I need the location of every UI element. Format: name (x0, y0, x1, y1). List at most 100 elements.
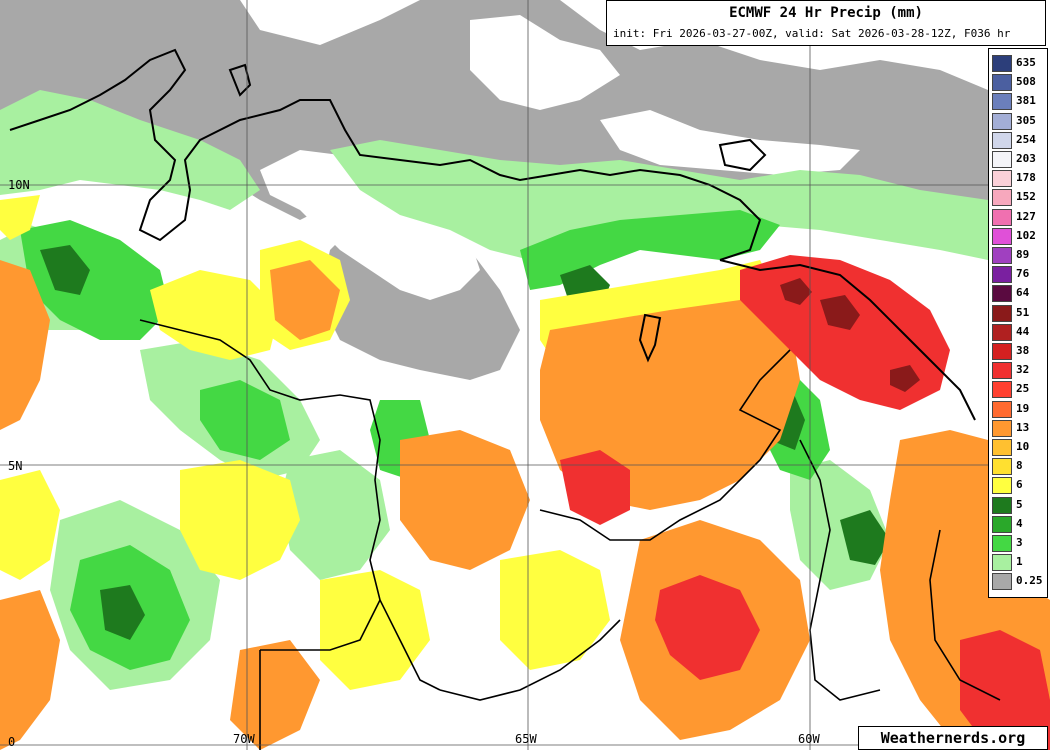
legend-item: 64 (992, 285, 1046, 303)
legend-item: 5 (992, 496, 1046, 514)
legend-item: 381 (992, 93, 1046, 111)
legend-label: 254 (1016, 132, 1036, 146)
legend-label: 152 (1016, 190, 1036, 204)
legend-item: 89 (992, 247, 1046, 264)
legend-swatch (992, 439, 1012, 456)
legend-item: 32 (992, 362, 1046, 380)
legend-item: 6 (992, 477, 1046, 495)
legend-item: 508 (992, 74, 1046, 92)
legend-swatch (992, 419, 1012, 437)
legend-swatch (992, 362, 1012, 380)
legend-label: 89 (1016, 248, 1030, 261)
legend-swatch (992, 477, 1012, 495)
legend-label: 508 (1016, 75, 1036, 89)
legend-label: 127 (1016, 209, 1036, 223)
legend-swatch (992, 208, 1012, 226)
legend-item: 19 (992, 400, 1046, 418)
legend-label: 178 (1016, 171, 1036, 185)
legend-label: 64 (1016, 286, 1030, 300)
legend-swatch (992, 458, 1012, 476)
legend-item: 25 (992, 381, 1046, 399)
legend-label: 19 (1016, 401, 1030, 415)
legend-label: 0.25 (1016, 574, 1043, 588)
brand-watermark: Weathernerds.org (858, 726, 1048, 750)
lon-label-70w: 70W (233, 732, 255, 746)
legend-label: 4 (1016, 516, 1023, 530)
legend-label: 635 (1016, 56, 1036, 69)
legend-swatch (992, 535, 1012, 552)
legend-item: 203 (992, 151, 1046, 168)
legend-swatch (992, 554, 1012, 572)
legend-swatch (992, 323, 1012, 341)
legend-swatch (992, 247, 1012, 264)
color-legend: 635 508 381 305 254 203 178 152 127 102 89 76 64 51 44… (988, 48, 1048, 598)
legend-item: 305 (992, 112, 1046, 130)
legend-label: 76 (1016, 267, 1030, 281)
legend-label: 44 (1016, 324, 1030, 338)
map-title: ECMWF 24 Hr Precip (mm) (729, 5, 923, 21)
graticule (0, 0, 988, 750)
legend-item: 254 (992, 131, 1046, 149)
legend-swatch (992, 227, 1012, 245)
legend-swatch (992, 496, 1012, 514)
legend-label: 25 (1016, 382, 1030, 396)
legend-label: 203 (1016, 152, 1036, 165)
legend-label: 10 (1016, 440, 1030, 453)
legend-swatch (992, 400, 1012, 418)
legend-item: 635 (992, 55, 1046, 72)
legend-swatch (992, 304, 1012, 322)
legend-item: 127 (992, 208, 1046, 226)
legend-label: 102 (1016, 228, 1036, 242)
legend-swatch (992, 381, 1012, 399)
legend-swatch (992, 112, 1012, 130)
legend-item: 44 (992, 323, 1046, 341)
legend-swatch (992, 151, 1012, 168)
lat-label-0: 0 (8, 735, 16, 749)
map-subtitle: init: Fri 2026-03-27-00Z, valid: Sat 202… (613, 27, 1011, 40)
legend-swatch (992, 170, 1012, 188)
legend-label: 381 (1016, 94, 1036, 108)
legend-item: 8 (992, 458, 1046, 476)
legend-label: 38 (1016, 344, 1030, 357)
legend-label: 13 (1016, 420, 1030, 434)
legend-item: 0.25 (992, 573, 1046, 591)
lat-label-5n: 5N (8, 459, 23, 473)
coastlines (9, 48, 976, 421)
legend-item: 13 (992, 419, 1046, 437)
legend-swatch (992, 55, 1012, 72)
title-box: ECMWF 24 Hr Precip (mm) init: Fri 2026-0… (606, 0, 1046, 46)
lat-label-10n: 10N (8, 178, 30, 192)
legend-swatch (992, 285, 1012, 303)
legend-swatch (992, 131, 1012, 149)
lon-label-65w: 65W (515, 732, 537, 746)
legend-item: 152 (992, 189, 1046, 207)
legend-swatch (992, 266, 1012, 284)
legend-item: 3 (992, 535, 1046, 552)
legend-swatch (992, 573, 1012, 591)
lon-label-60w: 60W (798, 732, 820, 746)
legend-swatch (992, 189, 1012, 207)
legend-swatch (992, 515, 1012, 533)
legend-label: 51 (1016, 305, 1030, 319)
legend-label: 3 (1016, 536, 1023, 549)
legend-swatch (992, 74, 1012, 92)
legend-label: 305 (1016, 113, 1036, 127)
legend-label: 5 (1016, 497, 1023, 511)
legend-label: 6 (1016, 478, 1023, 492)
legend-item: 76 (992, 266, 1046, 284)
legend-label: 1 (1016, 555, 1023, 569)
legend-item: 178 (992, 170, 1046, 188)
legend-item: 102 (992, 227, 1046, 245)
national-borders (139, 319, 1001, 750)
legend-item: 38 (992, 343, 1046, 360)
precip-field-44-51mm (780, 278, 920, 392)
legend-item: 1 (992, 554, 1046, 572)
legend-swatch (992, 343, 1012, 360)
legend-item: 4 (992, 515, 1046, 533)
legend-item: 10 (992, 439, 1046, 456)
legend-label: 32 (1016, 363, 1030, 377)
legend-label: 8 (1016, 459, 1023, 473)
legend-item: 51 (992, 304, 1046, 322)
legend-swatch (992, 93, 1012, 111)
